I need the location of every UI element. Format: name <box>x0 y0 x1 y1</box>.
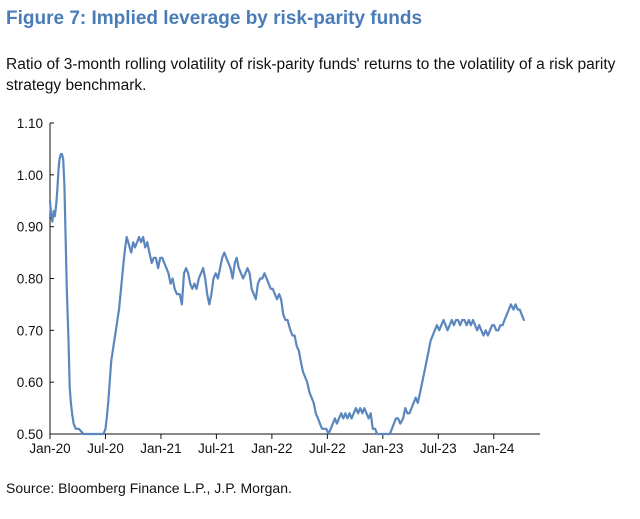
x-tick-label: Jan-21 <box>140 441 181 456</box>
x-axis: Jan-20 Jul-20 Jan-21 Jul-21 Jan-22 Jul-22 Jan-… <box>29 433 540 456</box>
figure-title: Figure 7: Implied leverage by risk-parit… <box>6 8 423 29</box>
x-tick-label: Jul-20 <box>87 441 124 456</box>
figure-subtitle: Ratio of 3-month rolling volatility of r… <box>6 56 616 94</box>
x-tick-label: Jan-23 <box>362 441 403 456</box>
y-tick-label: 0.60 <box>17 375 43 390</box>
x-tick-label: Jul-21 <box>198 441 235 456</box>
x-tick-label: Jan-20 <box>29 441 70 456</box>
source-note: Source: Bloomberg Finance L.P., J.P. Mor… <box>6 480 292 496</box>
series-line-0 <box>48 153 525 436</box>
y-axis: 0.50 0.60 0.70 0.80 0.90 1.00 1.10 <box>17 116 54 442</box>
series-group <box>48 153 525 436</box>
x-tick-label: Jan-22 <box>251 441 292 456</box>
x-tick-label: Jul-23 <box>420 441 457 456</box>
line-chart: 0.50 0.60 0.70 0.80 0.90 1.00 1.10 Jan-20 Jul-2… <box>17 116 540 456</box>
y-tick-label: 0.70 <box>17 323 43 338</box>
y-tick-label: 0.50 <box>17 427 43 442</box>
y-tick-label: 1.10 <box>17 116 43 131</box>
x-tick-label: Jul-22 <box>309 441 346 456</box>
y-tick-label: 0.80 <box>17 272 43 287</box>
y-tick-label: 1.00 <box>17 168 43 183</box>
x-tick-label: Jan-24 <box>473 441 515 456</box>
y-tick-label: 0.90 <box>17 220 43 235</box>
